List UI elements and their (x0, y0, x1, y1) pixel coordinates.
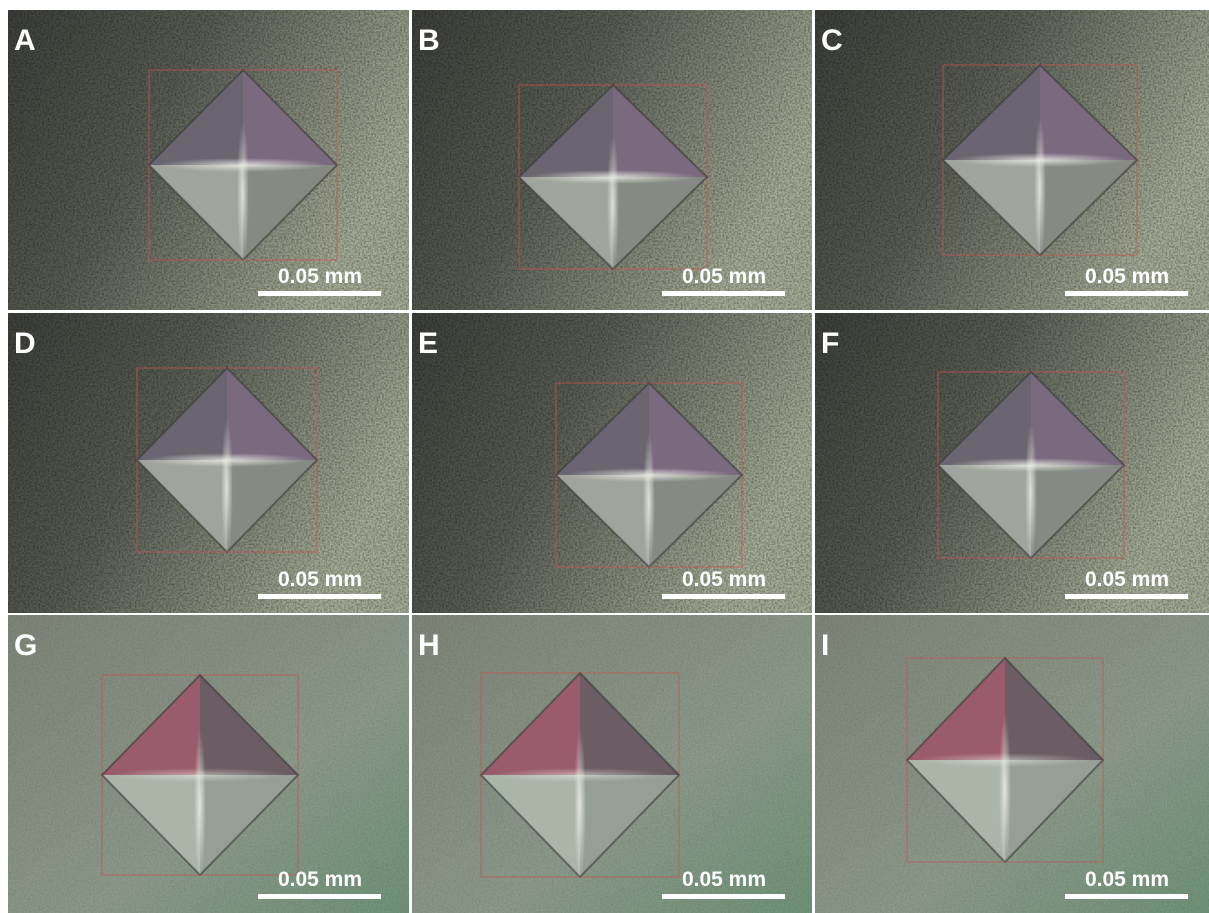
scale-bar-label: 0.05 mm (682, 568, 766, 591)
panel: E 0.05 mm (412, 313, 812, 613)
scale-bar-label: 0.05 mm (1085, 265, 1169, 288)
scale-bar (258, 594, 381, 599)
scale-bar (258, 894, 381, 899)
scale-bar (662, 894, 785, 899)
panel: D 0.05 mm (8, 313, 409, 613)
panel-grid: A 0.05 mm B 0.05 mm C 0.05 mm D 0.05 mm E 0.05 mm… (8, 10, 1209, 913)
scale-bar (1065, 594, 1188, 599)
panel-label: D (14, 327, 36, 360)
scale-bar-label: 0.05 mm (682, 265, 766, 288)
panel-label: G (14, 629, 37, 662)
indent-glow (194, 730, 206, 880)
panel: I 0.05 mm (815, 615, 1209, 913)
scale-bar-label: 0.05 mm (278, 265, 362, 288)
scale-bar-label: 0.05 mm (1085, 568, 1169, 591)
scale-bar-label: 0.05 mm (682, 868, 766, 891)
panel-label: F (821, 327, 839, 360)
panel-label: I (821, 629, 829, 662)
indent-glow (221, 419, 233, 557)
scale-bar-label: 0.05 mm (278, 568, 362, 591)
figure: A 0.05 mm B 0.05 mm C 0.05 mm D 0.05 mm E 0.05 mm… (0, 0, 1209, 913)
indent-glow (607, 136, 619, 274)
indent-glow (1025, 423, 1037, 563)
panel-label: A (14, 24, 36, 57)
indent-glow (999, 714, 1011, 867)
panel: C 0.05 mm (815, 10, 1209, 310)
panel: G 0.05 mm (8, 615, 409, 913)
scale-bar (662, 291, 785, 296)
panel-label: B (418, 24, 440, 57)
panel: A 0.05 mm (8, 10, 409, 310)
panel: H 0.05 mm (412, 615, 812, 913)
scale-bar-label: 0.05 mm (278, 868, 362, 891)
scale-bar-label: 0.05 mm (1085, 868, 1169, 891)
panel-label: H (418, 629, 440, 662)
scale-bar (1065, 894, 1188, 899)
indent-glow (1034, 117, 1046, 260)
panel-label: E (418, 327, 438, 360)
panel: F 0.05 mm (815, 313, 1209, 613)
scale-bar (258, 291, 381, 296)
indent-glow (237, 122, 249, 265)
panel-label: C (821, 24, 843, 57)
scale-bar (1065, 291, 1188, 296)
indent-glow (574, 729, 586, 882)
indent-glow (643, 434, 655, 572)
scale-bar (662, 594, 785, 599)
panel: B 0.05 mm (412, 10, 812, 310)
